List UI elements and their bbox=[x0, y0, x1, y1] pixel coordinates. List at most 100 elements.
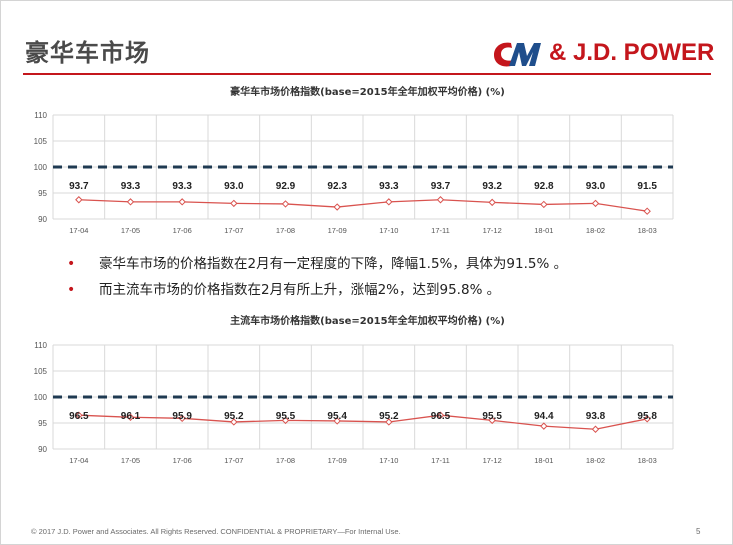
data-label: 93.7 bbox=[431, 181, 451, 192]
data-point bbox=[333, 417, 341, 425]
series-line bbox=[78, 199, 648, 212]
bullet-item: • 而主流车市场的价格指数在2月有所上升，涨幅2%，达到95.8% 。 bbox=[65, 280, 705, 306]
data-label: 95.4 bbox=[327, 411, 347, 422]
x-tick-label: 17-04 bbox=[69, 226, 88, 235]
x-tick-label: 17-09 bbox=[328, 456, 347, 465]
chart-title-luxury: 豪华车市场价格指数(base=2015年全年加权平均价格) (%) bbox=[230, 87, 505, 98]
x-tick-label: 17-07 bbox=[224, 226, 243, 235]
y-tick-label: 100 bbox=[34, 163, 48, 172]
logo: & J.D. POWER bbox=[491, 37, 715, 71]
x-tick-label: 17-04 bbox=[69, 456, 88, 465]
data-label: 93.2 bbox=[482, 181, 502, 192]
data-point bbox=[230, 199, 238, 208]
data-point bbox=[178, 414, 186, 423]
y-tick-label: 90 bbox=[38, 445, 47, 454]
data-point bbox=[540, 200, 548, 209]
x-tick-label: 17-10 bbox=[379, 226, 398, 235]
data-label: 92.3 bbox=[327, 181, 347, 192]
bullet-dot-icon: • bbox=[67, 256, 76, 272]
y-tick-label: 90 bbox=[38, 215, 47, 224]
x-tick-label: 17-12 bbox=[483, 226, 502, 235]
title-rule bbox=[23, 73, 711, 75]
x-tick-label: 17-05 bbox=[121, 226, 140, 235]
x-tick-label: 17-07 bbox=[224, 456, 243, 465]
x-tick-label: 18-03 bbox=[638, 456, 657, 465]
data-label: 93.3 bbox=[172, 181, 192, 192]
x-tick-label: 17-09 bbox=[328, 226, 347, 235]
y-tick-label: 100 bbox=[34, 393, 48, 402]
data-label: 96.5 bbox=[431, 411, 451, 422]
data-label: 96.5 bbox=[69, 411, 89, 422]
bullet-text: 豪华车市场的价格指数在2月有一定程度的下降，降幅1.5%，具体为91.5% 。 bbox=[99, 256, 568, 272]
x-tick-label: 17-08 bbox=[276, 226, 295, 235]
data-point bbox=[643, 415, 651, 423]
data-point bbox=[436, 411, 445, 419]
data-label: 95.2 bbox=[224, 411, 244, 422]
data-point bbox=[385, 418, 393, 426]
data-point bbox=[643, 207, 651, 215]
x-tick-label: 17-06 bbox=[173, 226, 192, 235]
x-tick-label: 17-06 bbox=[173, 456, 192, 465]
jd-power-logo-text: & J.D. POWER bbox=[549, 39, 715, 66]
data-point bbox=[75, 411, 83, 419]
bullet-dot-icon: • bbox=[67, 282, 76, 298]
data-point bbox=[75, 196, 83, 204]
page-title: 豪华车市场 bbox=[25, 39, 150, 67]
chart-title-mainstream: 主流车市场价格指数(base=2015年全年加权平均价格) (%) bbox=[230, 316, 505, 327]
x-tick-label: 17-12 bbox=[483, 456, 502, 465]
data-label: 92.9 bbox=[276, 181, 296, 192]
data-point bbox=[126, 198, 135, 206]
data-point bbox=[488, 416, 496, 425]
x-tick-label: 17-11 bbox=[431, 456, 450, 465]
data-point bbox=[488, 198, 496, 207]
data-point bbox=[230, 418, 238, 426]
data-label: 93.7 bbox=[69, 181, 89, 192]
x-tick-label: 17-05 bbox=[121, 456, 140, 465]
y-tick-label: 105 bbox=[34, 367, 48, 376]
data-label: 93.0 bbox=[586, 181, 606, 192]
bullet-item: • 豪华车市场的价格指数在2月有一定程度的下降，降幅1.5%，具体为91.5% … bbox=[65, 254, 705, 280]
y-tick-label: 95 bbox=[38, 189, 47, 198]
page-number: 5 bbox=[696, 527, 701, 536]
data-label: 95.5 bbox=[276, 411, 296, 422]
data-label: 94.4 bbox=[534, 411, 554, 422]
bullet-list: • 豪华车市场的价格指数在2月有一定程度的下降，降幅1.5%，具体为91.5% … bbox=[65, 254, 705, 306]
y-tick-label: 105 bbox=[34, 137, 48, 146]
data-label: 93.8 bbox=[586, 411, 606, 422]
cm-logo-icon bbox=[494, 42, 541, 67]
data-point bbox=[436, 196, 445, 204]
data-label: 93.0 bbox=[224, 181, 244, 192]
y-tick-label: 110 bbox=[34, 111, 47, 120]
series-line bbox=[78, 414, 648, 430]
data-point bbox=[540, 422, 548, 430]
chart-mainstream: 110 105 100 95 90 96.5 96.1 95.9 95.2 95.5 95.4 95.… bbox=[34, 341, 674, 465]
x-tick-label: 18-01 bbox=[534, 456, 553, 465]
data-label: 92.8 bbox=[534, 181, 554, 192]
data-point bbox=[591, 425, 600, 433]
x-tick-label: 17-11 bbox=[431, 226, 450, 235]
x-tick-label: 18-01 bbox=[534, 226, 553, 235]
data-label: 91.5 bbox=[637, 181, 657, 192]
bullet-text: 而主流车市场的价格指数在2月有所上升，涨幅2%，达到95.8% 。 bbox=[99, 282, 501, 298]
data-label: 95.2 bbox=[379, 411, 399, 422]
data-label: 95.9 bbox=[172, 411, 192, 422]
data-point bbox=[333, 203, 341, 211]
data-label: 95.8 bbox=[637, 411, 657, 422]
data-label: 95.5 bbox=[482, 411, 502, 422]
data-point bbox=[281, 416, 290, 425]
x-tick-label: 18-02 bbox=[586, 456, 605, 465]
x-tick-label: 18-02 bbox=[586, 226, 605, 235]
x-tick-label: 17-10 bbox=[379, 456, 398, 465]
data-point bbox=[178, 198, 186, 206]
chart-luxury: 110 105 100 95 90 93.7 93.3 93.3 93.0 92.9 92.3 93.… bbox=[34, 111, 674, 235]
data-point bbox=[591, 199, 600, 208]
data-label: 93.3 bbox=[379, 181, 399, 192]
data-point bbox=[126, 413, 135, 421]
data-point bbox=[281, 200, 290, 208]
x-tick-label: 18-03 bbox=[638, 226, 657, 235]
y-tick-label: 110 bbox=[34, 341, 47, 350]
data-point bbox=[385, 198, 393, 206]
y-tick-label: 95 bbox=[38, 419, 47, 428]
footer-copyright: © 2017 J.D. Power and Associates. All Ri… bbox=[31, 527, 401, 536]
